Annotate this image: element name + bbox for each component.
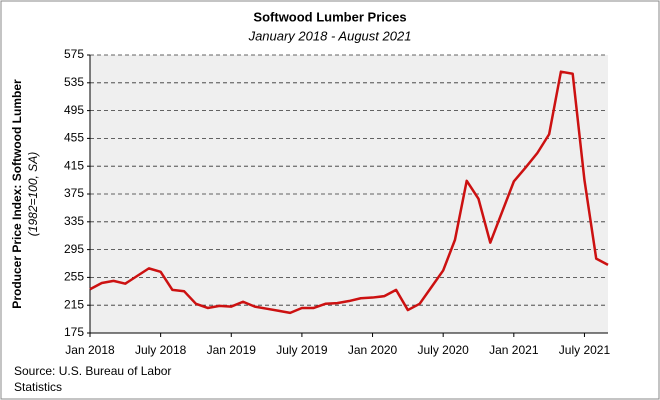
x-tick-label: July 2020 <box>417 343 469 357</box>
x-tick-label: Jan 2020 <box>348 343 398 357</box>
source: Source: U.S. Bureau of Labor <box>14 364 171 378</box>
y-tick-label: 255 <box>64 270 84 284</box>
y-tick-label: 375 <box>64 186 84 200</box>
x-tick-label: July 2019 <box>276 343 328 357</box>
y-tick-label: 335 <box>64 214 84 228</box>
y-axis-label: Producer Price Index: Softwood Lumber <box>10 79 24 309</box>
y-tick-label: 535 <box>64 75 84 89</box>
x-tick-label: Jan 2018 <box>65 343 115 357</box>
y-tick-label: 415 <box>64 158 84 172</box>
y-tick-label: 455 <box>64 131 84 145</box>
y-tick-label: 215 <box>64 297 84 311</box>
y-tick-label: 495 <box>64 103 84 117</box>
y-tick-label: 175 <box>64 325 84 339</box>
y-tick-label: 575 <box>64 47 84 61</box>
chart-subtitle: January 2018 - August 2021 <box>248 28 412 43</box>
x-tick-label: Jan 2019 <box>207 343 257 357</box>
x-tick-label: July 2018 <box>135 343 187 357</box>
line <box>89 70 609 315</box>
chart-title: Softwood Lumber Prices <box>253 9 406 24</box>
y-axis-label-sub: (1982=100, SA) <box>26 152 40 236</box>
x-tick-label: Jan 2021 <box>489 343 539 357</box>
x-tick-label: July 2021 <box>559 343 611 357</box>
y-tick-label: 295 <box>64 242 84 256</box>
source: Statistics <box>14 380 62 394</box>
